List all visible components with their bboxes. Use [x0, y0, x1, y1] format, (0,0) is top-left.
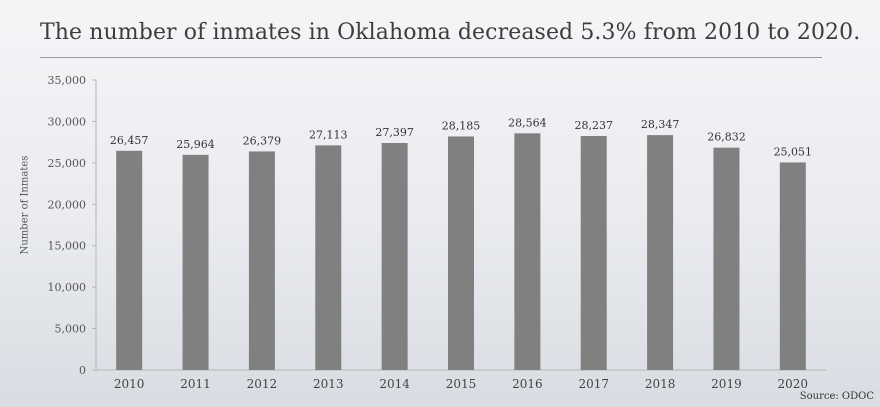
x-tick-label: 2013: [313, 377, 344, 391]
data-label: 28,185: [442, 119, 481, 132]
bar: [647, 135, 674, 370]
x-tick-label: 2020: [778, 377, 809, 391]
y-tick-label: 35,000: [48, 74, 87, 87]
x-tick-label: 2011: [180, 377, 211, 391]
bar: [514, 133, 541, 370]
data-label: 27,113: [309, 128, 348, 141]
data-label: 28,237: [574, 119, 613, 132]
y-tick-label: 30,000: [48, 115, 87, 128]
title-divider: [40, 57, 822, 58]
y-tick-label: 15,000: [48, 240, 87, 253]
bar: [248, 151, 275, 370]
y-tick-label: 20,000: [48, 198, 87, 211]
data-label: 26,832: [707, 131, 746, 144]
bar: [116, 150, 143, 370]
x-tick-label: 2015: [446, 377, 477, 391]
x-tick-label: 2017: [578, 377, 609, 391]
y-tick-label: 5,000: [55, 323, 87, 336]
bar: [580, 136, 607, 370]
data-label: 27,397: [375, 126, 414, 139]
x-tick-label: 2016: [512, 377, 543, 391]
data-label: 26,379: [243, 134, 282, 147]
source-note: Source: ODOC: [799, 391, 874, 402]
bar: [448, 136, 474, 370]
data-label: 25,051: [774, 145, 813, 158]
x-tick-label: 2014: [379, 377, 410, 391]
x-tick-label: 2012: [247, 377, 278, 391]
bar: [381, 142, 408, 370]
y-tick-label: 0: [79, 364, 86, 377]
data-label: 28,564: [508, 116, 547, 129]
bar: [713, 147, 740, 370]
y-tick-label: 10,000: [48, 281, 87, 294]
data-label: 26,457: [110, 134, 149, 147]
bar: [779, 162, 806, 370]
data-label: 28,347: [641, 118, 680, 131]
bar: [182, 154, 209, 370]
x-tick-label: 2019: [711, 377, 742, 391]
x-tick-label: 2010: [114, 377, 145, 391]
y-tick-label: 25,000: [48, 157, 87, 170]
data-label: 25,964: [176, 138, 215, 151]
bar: [315, 145, 342, 370]
chart-title: The number of inmates in Oklahoma decrea…: [40, 20, 861, 45]
x-tick-label: 2018: [645, 377, 676, 391]
